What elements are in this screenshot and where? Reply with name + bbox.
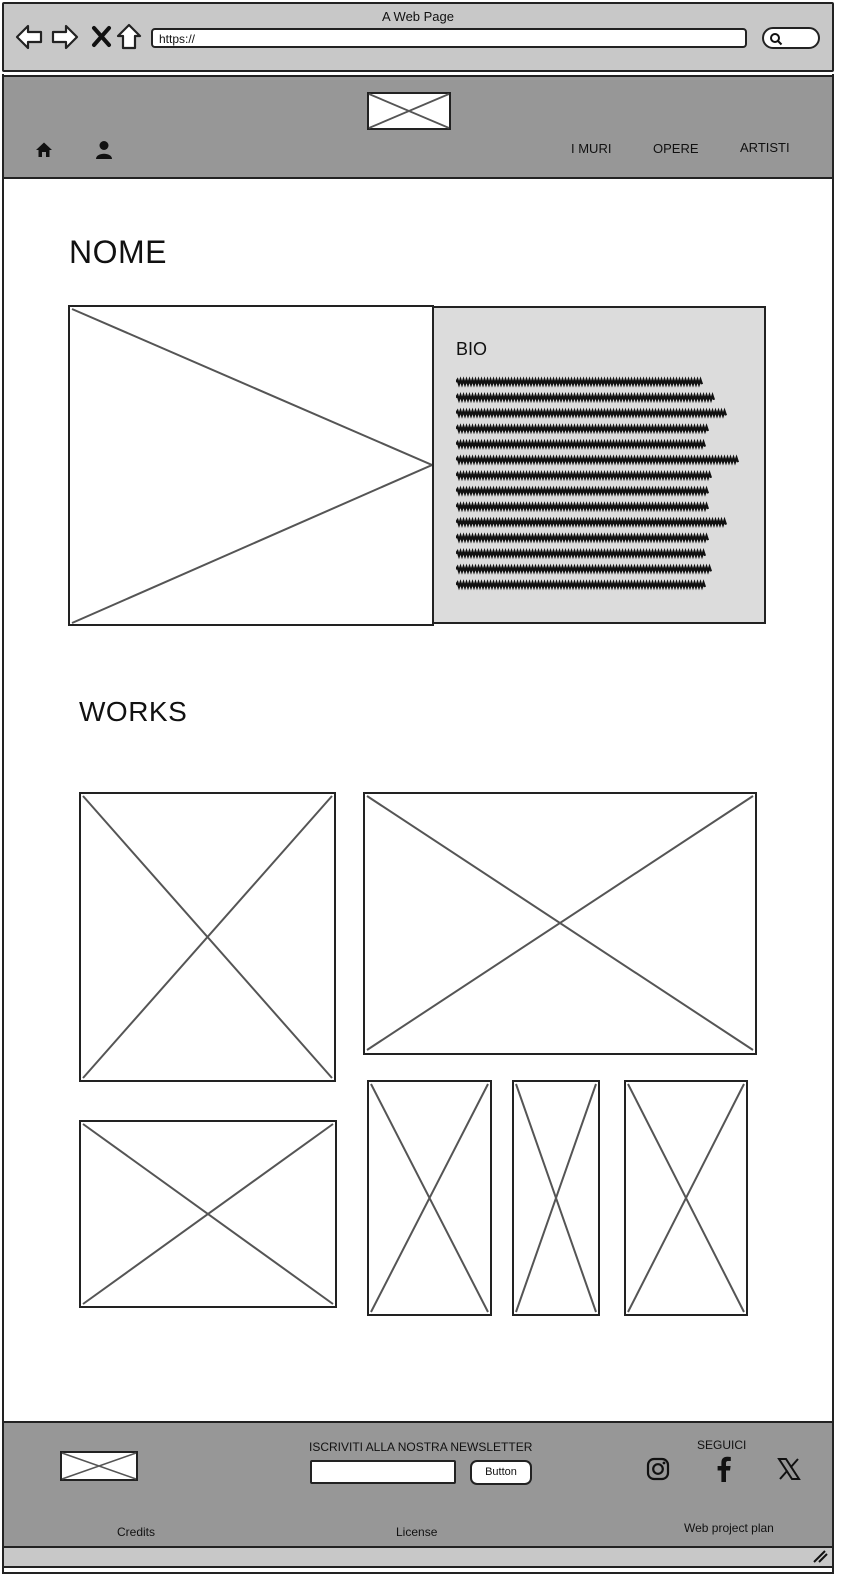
window-title: A Web Page (381, 9, 455, 24)
work-image-placeholder[interactable] (79, 792, 336, 1082)
follow-label: SEGUICI (697, 1438, 747, 1452)
work-image-placeholder[interactable] (512, 1080, 600, 1316)
bio-text-scribble (456, 374, 746, 594)
newsletter-submit-button[interactable]: Button (470, 1460, 532, 1485)
bio-heading: BIO (456, 339, 488, 359)
credits-link[interactable]: Credits (117, 1525, 156, 1539)
page-title: NOME (69, 234, 167, 270)
work-image-placeholder[interactable] (363, 792, 757, 1055)
x-twitter-icon[interactable] (774, 1454, 804, 1484)
browser-search-field[interactable] (762, 27, 820, 49)
works-title: WORKS (79, 696, 188, 727)
forward-arrow-icon[interactable] (50, 22, 80, 52)
work-image-placeholder[interactable] (367, 1080, 492, 1316)
facebook-icon[interactable] (709, 1454, 739, 1484)
resize-grip-icon[interactable] (812, 1549, 828, 1563)
back-arrow-icon[interactable] (14, 22, 44, 52)
page-frame (2, 74, 834, 1574)
close-icon[interactable] (87, 22, 117, 52)
site-footer (2, 1421, 834, 1548)
newsletter-email-field[interactable] (310, 1460, 456, 1484)
newsletter-label: ISCRIVITI ALLA NOSTRA NEWSLETTER (309, 1440, 533, 1454)
work-image-placeholder[interactable] (79, 1120, 337, 1308)
footer-logo[interactable] (60, 1451, 138, 1481)
site-logo[interactable] (367, 92, 451, 130)
home-icon[interactable] (35, 141, 53, 159)
menu-item-opere[interactable]: OPERE (653, 141, 699, 156)
work-image-placeholder[interactable] (624, 1080, 748, 1316)
home-outline-icon[interactable] (114, 22, 144, 52)
license-link[interactable]: License (396, 1525, 438, 1539)
search-icon (769, 32, 783, 46)
address-bar[interactable]: https:// (151, 28, 747, 48)
menu-item-artisti[interactable]: ARTISTI (740, 140, 790, 155)
browser-status-bar (2, 1546, 834, 1568)
menu-item-i-muri[interactable]: I MURI (571, 141, 612, 156)
user-icon[interactable] (95, 140, 113, 160)
instagram-icon[interactable] (643, 1454, 673, 1484)
artist-image-placeholder (68, 305, 434, 626)
web-project-plan-link[interactable]: Web project plan (684, 1521, 774, 1535)
